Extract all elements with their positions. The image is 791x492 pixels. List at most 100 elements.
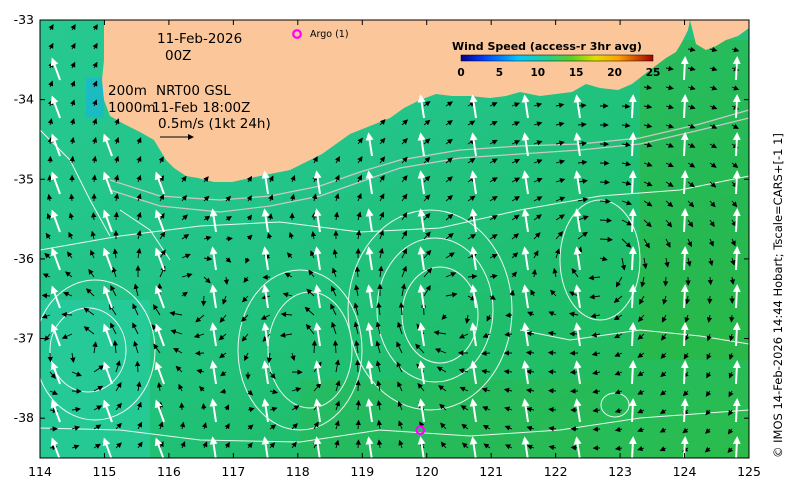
current-vector — [481, 350, 491, 356]
x-tick-label: 121 — [479, 464, 503, 479]
current-vector — [93, 385, 104, 392]
current-vector — [423, 212, 431, 221]
current-vector — [705, 428, 711, 434]
current-vector — [282, 292, 293, 298]
current-vector — [353, 321, 359, 335]
current-vector — [708, 238, 714, 247]
current-vector — [48, 80, 54, 88]
current-vector — [445, 138, 453, 145]
wind-arrow — [521, 94, 530, 119]
current-vector — [61, 311, 73, 318]
current-vector — [665, 162, 674, 167]
current-vector — [312, 156, 318, 164]
current-vector — [225, 195, 232, 202]
current-vector — [511, 177, 521, 183]
wind-arrow — [50, 57, 61, 81]
current-vector — [467, 195, 476, 202]
current-vector — [599, 236, 613, 243]
current-vector — [245, 257, 251, 264]
current-vector — [621, 122, 631, 129]
current-vector — [458, 368, 469, 374]
current-vector — [134, 360, 141, 373]
current-vector — [643, 181, 653, 187]
current-vector — [90, 249, 95, 259]
wind-arrow — [573, 170, 582, 195]
current-vector — [730, 238, 736, 247]
date-line1: 11-Feb-2026 — [157, 31, 242, 47]
current-vector — [729, 276, 736, 285]
current-vector — [132, 303, 139, 316]
current-vector — [637, 333, 645, 340]
wind-arrow — [732, 94, 741, 119]
current-vector — [592, 407, 601, 413]
wind-arrow — [628, 132, 637, 157]
wind-arrow — [680, 322, 689, 347]
x-tick-label: 116 — [157, 464, 181, 479]
current-vector — [571, 268, 579, 278]
current-vector — [577, 121, 587, 128]
current-vector — [375, 321, 381, 335]
current-vector — [555, 196, 566, 202]
sea-patch-green-south — [300, 380, 600, 458]
current-vectors — [41, 24, 740, 454]
current-vector — [376, 380, 382, 392]
wind-arrow — [521, 360, 530, 385]
current-vector — [423, 284, 431, 297]
current-vector — [200, 295, 207, 307]
wind-arrow — [573, 322, 582, 347]
current-vector — [260, 314, 271, 320]
wind-arrow — [50, 437, 61, 458]
current-vector — [396, 341, 403, 354]
wind-arrow — [680, 56, 689, 81]
current-vector — [112, 248, 119, 259]
current-vector — [401, 265, 407, 278]
wind-arrow — [469, 132, 478, 157]
current-vector — [664, 257, 670, 268]
wind-arrow — [50, 209, 61, 233]
current-vector — [526, 330, 535, 337]
current-vector — [247, 407, 255, 413]
current-vector — [41, 293, 51, 299]
current-vector — [511, 158, 521, 164]
current-vector — [687, 46, 696, 53]
wind-arrow — [209, 398, 218, 423]
wind-arrow — [732, 132, 741, 157]
isobath-200m — [109, 109, 749, 201]
current-vector — [111, 266, 117, 278]
current-vector — [70, 61, 76, 69]
current-vector — [481, 368, 491, 375]
current-vector — [241, 295, 249, 303]
colorbar-ticks: 0 5 10 15 20 25 — [457, 67, 660, 79]
current-vector — [687, 238, 692, 248]
current-vector — [269, 442, 276, 449]
colorbar-tick-label: 10 — [530, 67, 545, 79]
current-vector — [181, 175, 187, 183]
current-vector — [509, 289, 515, 297]
wind-arrow — [365, 132, 374, 157]
current-vector — [267, 213, 273, 221]
current-vector — [665, 200, 674, 208]
wind-arrow — [261, 170, 270, 195]
wind-arrow — [628, 208, 637, 233]
current-vector — [332, 340, 339, 354]
current-vector — [621, 200, 633, 206]
current-vector — [621, 103, 631, 109]
current-vector — [114, 118, 120, 126]
colorbar — [460, 54, 654, 62]
current-vector — [440, 422, 447, 430]
current-vector — [511, 252, 519, 259]
current-vector — [222, 295, 228, 305]
wind-arrow — [680, 94, 689, 119]
current-vector — [687, 219, 694, 228]
current-vector — [136, 174, 142, 183]
wind-arrow — [469, 284, 478, 309]
current-vector — [376, 419, 383, 430]
current-vector — [687, 85, 696, 91]
current-vector — [357, 174, 362, 183]
current-vector — [334, 174, 340, 183]
current-vector — [241, 314, 249, 322]
current-vector — [71, 371, 82, 377]
current-vector — [511, 214, 520, 221]
current-vector — [643, 103, 653, 110]
